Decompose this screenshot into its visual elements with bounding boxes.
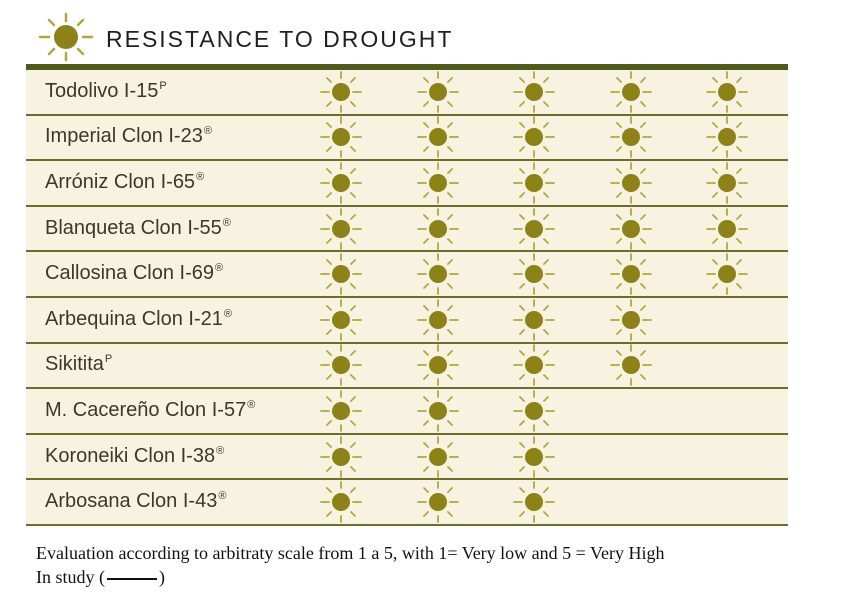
- table-row: Koroneiki Clon I-38®: [26, 435, 788, 481]
- variety-name: Arróniz Clon I-65: [45, 170, 196, 193]
- rating-sun-icon: [320, 207, 362, 250]
- variety-name: Arbosana Clon I-43: [45, 490, 218, 513]
- rating-sun-icon: [417, 435, 459, 478]
- rating-sun-icon: [417, 481, 459, 524]
- variety-name: Todolivo I-15: [45, 79, 159, 102]
- variety-label: Blanqueta Clon I-55®: [45, 217, 231, 240]
- rating-sun-icon: [706, 253, 748, 296]
- rating-sun-icon: [320, 70, 362, 113]
- table-row: Arbosana Clon I-43®: [26, 480, 788, 526]
- rating-sun-icon: [320, 435, 362, 478]
- table-top-bar: [26, 64, 788, 70]
- rating-sun-icon: [706, 70, 748, 113]
- rating-sun-icon: [610, 298, 652, 341]
- rating-sun-icon: [513, 70, 555, 113]
- rating-sun-icon: [706, 207, 748, 250]
- sun-icon: [38, 12, 94, 62]
- rating-sun-icon: [610, 207, 652, 250]
- variety-name: Koroneiki Clon I-38: [45, 444, 216, 467]
- variety-mark: ®: [223, 307, 232, 320]
- rating-sun-icon: [610, 70, 652, 113]
- in-study-prefix: In study (: [36, 567, 105, 587]
- variety-mark: ®: [218, 490, 227, 503]
- variety-name: Imperial Clon I-23: [45, 125, 203, 148]
- rating-sun-icon: [417, 70, 459, 113]
- variety-mark: ®: [196, 170, 205, 183]
- variety-name: Arbequina Clon I-21: [45, 307, 223, 330]
- rating-sun-icon: [417, 253, 459, 296]
- variety-name: M. Cacereño Clon I-57: [45, 398, 247, 421]
- table-row: Arróniz Clon I-65®: [26, 161, 788, 207]
- rating-sun-icon: [513, 435, 555, 478]
- variety-label: Koroneiki Clon I-38®: [45, 445, 224, 468]
- rating-sun-icon: [513, 253, 555, 296]
- variety-name: Callosina Clon I-69: [45, 262, 214, 285]
- rating-sun-icon: [706, 116, 748, 159]
- variety-label: Arbosana Clon I-43®: [45, 490, 226, 513]
- variety-mark: ®: [214, 262, 224, 275]
- scale-note: Evaluation according to arbitraty scale …: [36, 543, 665, 563]
- rating-sun-icon: [610, 116, 652, 159]
- in-study-note: In study (): [36, 565, 664, 589]
- rating-sun-icon: [513, 344, 555, 387]
- variety-name: Sikitita: [45, 353, 104, 376]
- rating-sun-icon: [513, 298, 555, 341]
- rating-sun-icon: [417, 116, 459, 159]
- in-study-dash: [107, 578, 157, 580]
- in-study-suffix: ): [159, 567, 165, 587]
- variety-label: SikititaP: [45, 353, 112, 376]
- variety-label: Todolivo I-15P: [45, 80, 167, 103]
- rating-sun-icon: [513, 390, 555, 432]
- variety-label: Imperial Clon I-23®: [45, 125, 212, 148]
- rating-sun-icon: [320, 253, 362, 296]
- table-row: Imperial Clon I-23®: [26, 116, 788, 162]
- rating-sun-icon: [706, 162, 748, 204]
- rating-sun-icon: [513, 481, 555, 524]
- variety-mark: P: [104, 353, 113, 366]
- variety-mark: P: [159, 79, 167, 92]
- table-row: Callosina Clon I-69®: [26, 252, 788, 298]
- rating-table: Todolivo I-15P Imperial Clon I-23® Arróniz…: [26, 64, 788, 526]
- table-row: Todolivo I-15P: [26, 70, 788, 116]
- rating-sun-icon: [320, 116, 362, 159]
- rating-sun-icon: [320, 390, 362, 432]
- rating-sun-icon: [610, 162, 652, 204]
- variety-mark: ®: [222, 216, 231, 229]
- rating-sun-icon: [417, 162, 459, 204]
- table-row: SikititaP: [26, 344, 788, 390]
- rating-sun-icon: [320, 298, 362, 341]
- table-row: Arbequina Clon I-21®: [26, 298, 788, 344]
- rating-sun-icon: [417, 344, 459, 387]
- rating-sun-icon: [610, 344, 652, 387]
- variety-label: M. Cacereño Clon I-57®: [45, 399, 255, 422]
- table-row: Blanqueta Clon I-55®: [26, 207, 788, 253]
- rating-sun-icon: [610, 253, 652, 296]
- variety-mark: ®: [203, 125, 212, 138]
- rating-sun-icon: [417, 390, 459, 432]
- variety-name: Blanqueta Clon I-55: [45, 216, 222, 239]
- variety-label: Arróniz Clon I-65®: [45, 171, 204, 194]
- rating-sun-icon: [320, 344, 362, 387]
- rating-sun-icon: [320, 162, 362, 204]
- rating-sun-icon: [513, 116, 555, 159]
- variety-mark: ®: [216, 444, 225, 457]
- rating-sun-icon: [513, 207, 555, 250]
- rating-sun-icon: [417, 298, 459, 341]
- variety-label: Arbequina Clon I-21®: [45, 308, 232, 331]
- rating-sun-icon: [513, 162, 555, 204]
- rating-sun-icon: [417, 207, 459, 250]
- rating-sun-icon: [320, 481, 362, 524]
- variety-label: Callosina Clon I-69®: [45, 262, 223, 285]
- chart-footer: Evaluation according to arbitraty scale …: [36, 541, 664, 589]
- variety-mark: ®: [247, 398, 256, 411]
- table-row: M. Cacereño Clon I-57®: [26, 389, 788, 435]
- chart-title: RESISTANCE TO DROUGHT: [106, 26, 454, 52]
